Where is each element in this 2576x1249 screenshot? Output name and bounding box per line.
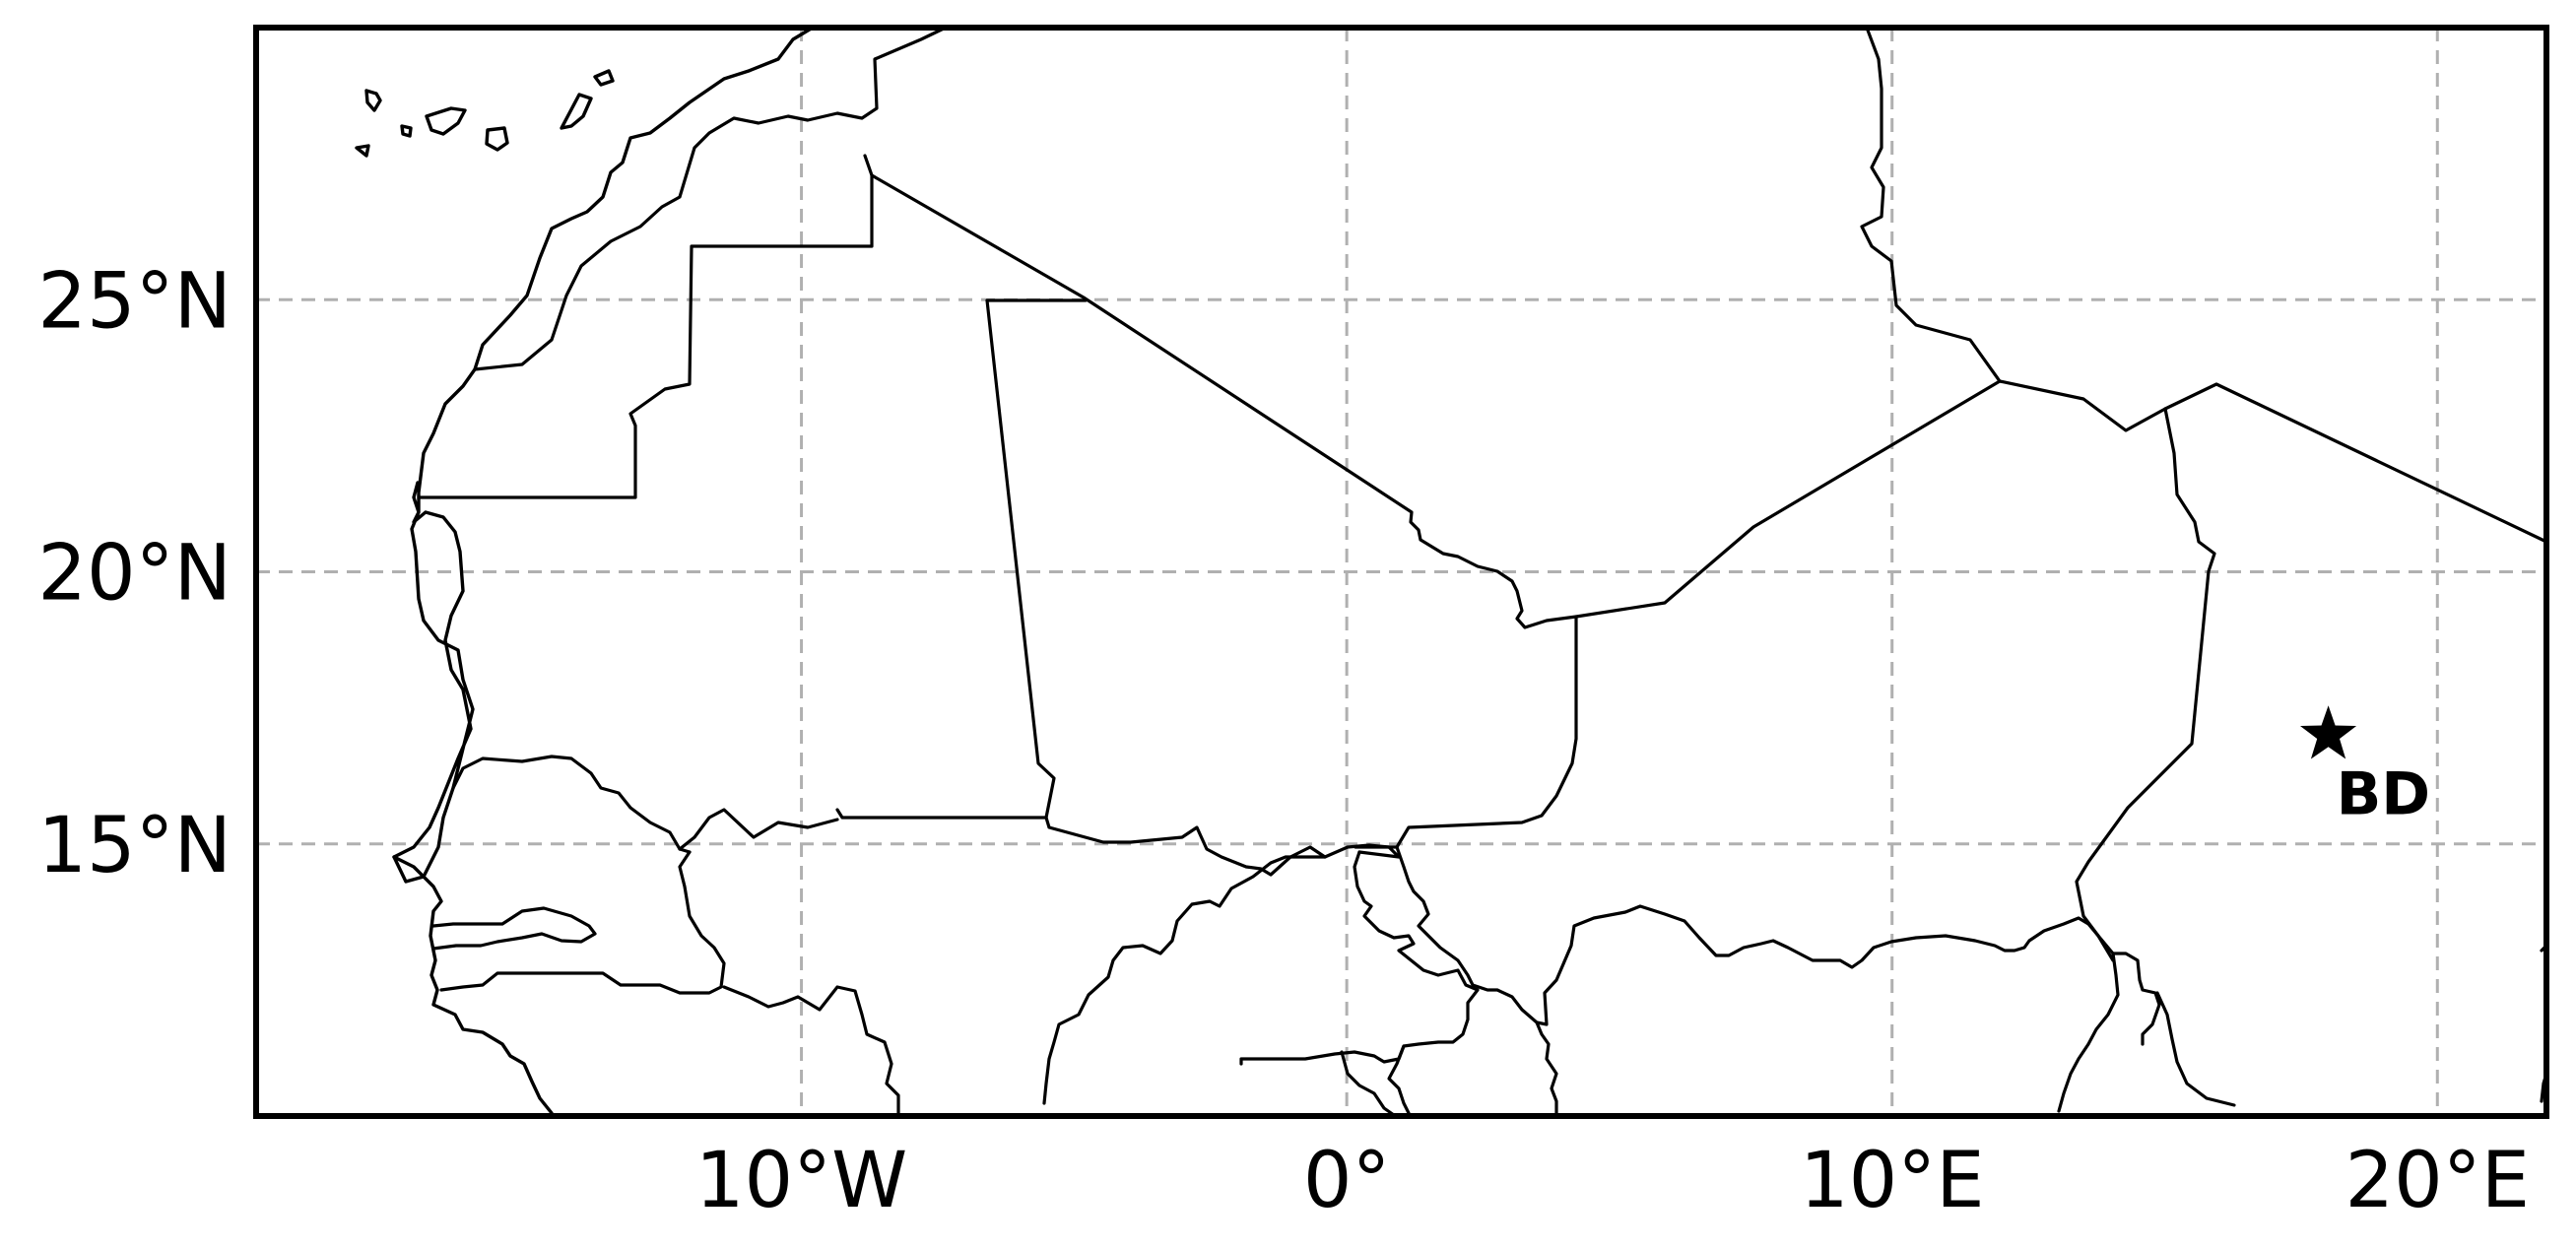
star-icon <box>2300 705 2357 759</box>
y-tick-label: 20°N <box>37 530 231 619</box>
border-gambia <box>431 906 597 951</box>
border-western-sahara-mauritania <box>417 173 874 499</box>
border-guinea-mali <box>722 985 900 1115</box>
x-tick-label: 0° <box>1303 1137 1391 1225</box>
border-mauritania-mali <box>835 298 1088 820</box>
border-chad-cameroon <box>2057 952 2120 1113</box>
border-burkina-faso <box>1042 850 1480 1105</box>
x-tick-label: 20°E <box>2345 1137 2531 1225</box>
marker-group: BD <box>2300 705 2430 828</box>
border-morocco-western-sahara <box>473 26 948 371</box>
canary-island <box>400 124 413 138</box>
x-tick-label: 10°W <box>695 1137 907 1225</box>
y-tick-label: 25°N <box>37 257 231 346</box>
canary-island <box>593 69 615 87</box>
border-mauritania-south <box>678 808 839 851</box>
canary-island <box>560 93 593 130</box>
canary-island <box>425 106 467 136</box>
border-mali-niger <box>1354 615 1578 849</box>
y-tick-label: 15°N <box>37 802 231 890</box>
x-tick-label: 10°E <box>1800 1137 1985 1225</box>
gridlines <box>256 28 2546 1116</box>
canary-island <box>355 144 370 158</box>
border-togo-benin <box>1387 1044 1411 1115</box>
border-niger-chad <box>2075 407 2216 955</box>
border-chad-car <box>2111 952 2236 1107</box>
senegal-coastline <box>392 855 554 1115</box>
border-ghana-togo <box>1340 1050 1396 1117</box>
map-frame <box>253 25 2549 1119</box>
border-niger-nigeria <box>1395 845 2115 1026</box>
border-senegal-mali-guinea <box>439 850 726 995</box>
canary-island <box>485 126 509 152</box>
border-benin-nigeria <box>1535 1020 1558 1115</box>
marker-label: BD <box>2337 759 2431 828</box>
border-algeria-mauritania-mali <box>863 154 2002 629</box>
atlantic-coastline <box>392 26 815 884</box>
canary-island <box>364 89 382 112</box>
border-senegal-mauritania <box>451 755 692 854</box>
tick-labels: 10°W 0° 10°E 20°E 25°N 20°N 15°N <box>37 257 2530 1225</box>
border-algeria-libya <box>1860 26 2548 544</box>
